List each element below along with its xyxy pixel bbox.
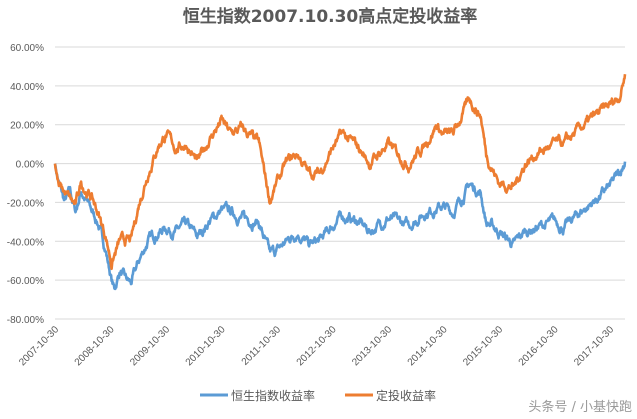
legend-label-dca: 定投收益率 (376, 388, 436, 403)
series-line-hsi (53, 161, 627, 291)
x-tick-label: 2015-10-30 (461, 324, 505, 368)
x-tick-label: 2016-10-30 (517, 324, 561, 368)
legend-label-hsi: 恒生指数收益率 (231, 388, 315, 403)
chart-title: 恒生指数2007.10.30高点定投收益率 (183, 6, 478, 27)
series-line-dca (53, 74, 627, 271)
x-tick-label: 2011-10-30 (240, 324, 284, 368)
x-tick-label: 2008-10-30 (73, 324, 117, 368)
y-tick-label: -80.00% (7, 315, 44, 326)
x-tick-label: 2007-10-30 (17, 324, 61, 368)
legend: 恒生指数收益率 定投收益率 (200, 388, 436, 403)
x-tick-label: 2017-10-30 (572, 324, 616, 368)
y-tick-label: -40.00% (7, 237, 44, 248)
x-tick-label: 2009-10-30 (128, 324, 172, 368)
x-tick-label: 2014-10-30 (406, 324, 450, 368)
y-tick-label: -60.00% (7, 276, 44, 287)
watermark: 头条号 / 小基快跑 (528, 399, 632, 415)
y-tick-label: -20.00% (7, 198, 44, 209)
y-tick-label: 40.00% (10, 82, 44, 93)
x-tick-label: 2013-10-30 (350, 324, 394, 368)
y-tick-label: 60.00% (10, 43, 44, 54)
x-tick-label: 2012-10-30 (295, 324, 339, 368)
x-tick-label: 2010-10-30 (184, 324, 228, 368)
y-tick-label: 20.00% (10, 121, 44, 132)
y-tick-label: 0.00% (16, 160, 44, 171)
